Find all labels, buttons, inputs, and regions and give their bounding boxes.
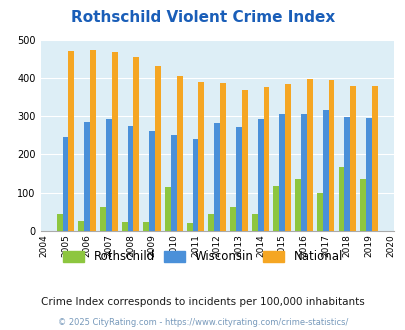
Bar (186, 222, 192, 231)
Bar (350, 85, 355, 231)
Bar (371, 86, 377, 231)
Bar (198, 82, 204, 231)
Bar (251, 214, 257, 231)
Bar (284, 84, 290, 231)
Bar (100, 207, 106, 231)
Bar (359, 179, 365, 231)
Bar (241, 90, 247, 231)
Text: Crime Index corresponds to incidents per 100,000 inhabitants: Crime Index corresponds to incidents per… (41, 297, 364, 307)
Text: © 2025 CityRating.com - https://www.cityrating.com/crime-statistics/: © 2025 CityRating.com - https://www.city… (58, 318, 347, 327)
Bar (306, 79, 312, 231)
Bar (257, 119, 263, 231)
Bar (90, 50, 96, 231)
Bar (316, 193, 322, 231)
Bar (143, 222, 149, 231)
Bar (279, 114, 284, 231)
Bar (214, 123, 220, 231)
Bar (84, 122, 90, 231)
Bar (338, 167, 343, 231)
Bar (343, 117, 350, 231)
Bar (57, 214, 62, 231)
Bar (208, 214, 214, 231)
Bar (111, 52, 117, 231)
Bar (68, 51, 74, 231)
Bar (328, 80, 334, 231)
Bar (176, 76, 182, 231)
Bar (220, 83, 226, 231)
Legend: Rothschild, Wisconsin, National: Rothschild, Wisconsin, National (58, 246, 347, 268)
Bar (263, 87, 269, 231)
Bar (122, 222, 127, 231)
Bar (171, 135, 176, 231)
Bar (230, 207, 235, 231)
Bar (273, 186, 279, 231)
Bar (106, 119, 111, 231)
Bar (165, 187, 171, 231)
Bar (300, 114, 306, 231)
Bar (78, 221, 84, 231)
Bar (62, 137, 68, 231)
Bar (235, 127, 241, 231)
Bar (365, 118, 371, 231)
Text: Rothschild Violent Crime Index: Rothschild Violent Crime Index (71, 10, 334, 25)
Bar (149, 131, 155, 231)
Bar (294, 179, 300, 231)
Bar (192, 139, 198, 231)
Bar (155, 66, 160, 231)
Bar (133, 57, 139, 231)
Bar (322, 110, 328, 231)
Bar (127, 126, 133, 231)
